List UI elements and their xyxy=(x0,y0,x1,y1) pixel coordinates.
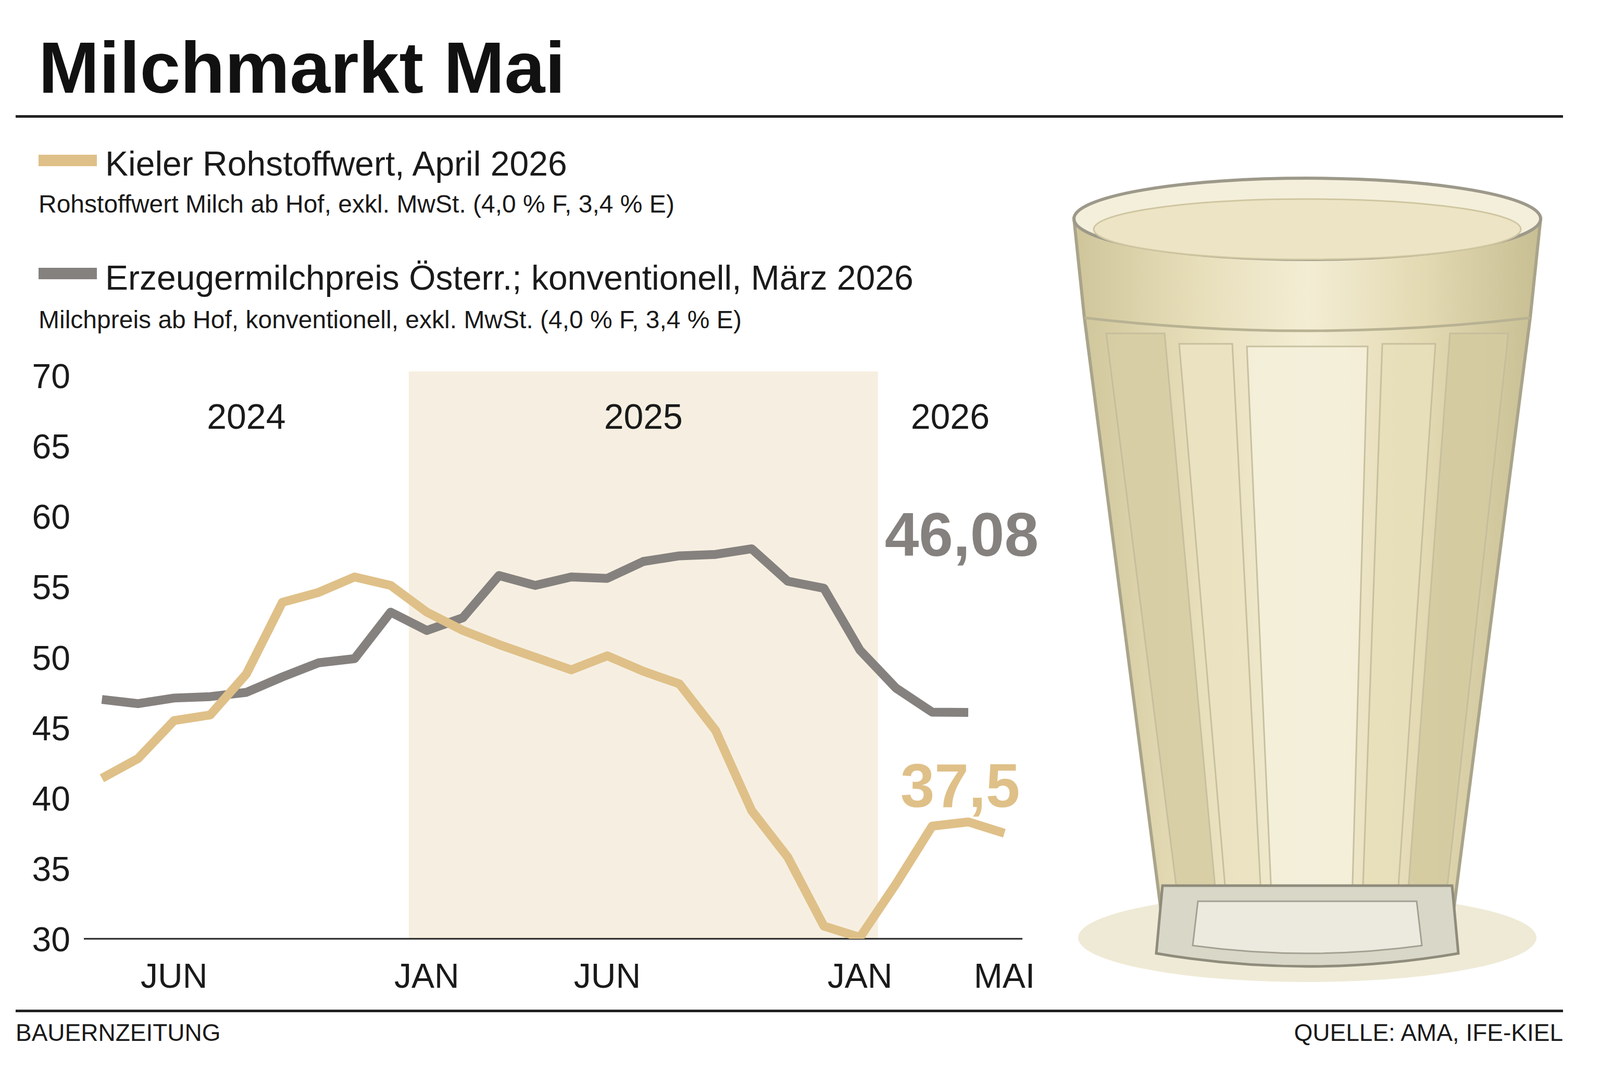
legend-label: Kieler Rohstoffwert, April 2026 xyxy=(105,144,568,183)
glass-shadow xyxy=(1078,893,1537,982)
glass-rim xyxy=(1073,178,1541,260)
x-tick-label: JAN xyxy=(394,956,460,995)
title: Milchmarkt Mai xyxy=(38,26,566,109)
publisher: BAUERNZEITUNG xyxy=(15,1018,221,1046)
year-band xyxy=(408,371,879,939)
data-label: 46,08 xyxy=(884,500,1039,569)
source: QUELLE: AMA, IFE-KIEL xyxy=(1294,1018,1564,1046)
x-tick-label: JUN xyxy=(140,956,208,995)
y-tick-label: 50 xyxy=(32,638,71,678)
year-label: 2025 xyxy=(604,396,683,436)
y-tick-label: 65 xyxy=(32,427,71,466)
y-tick-label: 70 xyxy=(32,356,71,396)
y-tick-label: 40 xyxy=(32,779,71,818)
lines xyxy=(102,548,1005,937)
legend-swatch xyxy=(38,267,97,280)
x-tick-label: JUN xyxy=(573,956,641,995)
chart: Milchmarkt Mai Kieler Rohstoffwert, April… xyxy=(0,0,1600,1081)
glass-band xyxy=(1084,317,1531,331)
y-tick-label: 55 xyxy=(32,567,71,607)
y-tick-label: 35 xyxy=(32,849,71,889)
glass-body xyxy=(1073,218,1541,922)
x-tick-label: MAI xyxy=(973,956,1035,995)
glass-facet xyxy=(1179,343,1262,902)
legend-swatch xyxy=(38,154,97,167)
glass-facet xyxy=(1407,333,1509,896)
y-tick-label: 60 xyxy=(32,497,71,536)
y-tick-label: 45 xyxy=(32,708,71,748)
x-axis-line xyxy=(83,938,1023,940)
milk-glass xyxy=(1073,178,1541,982)
legend-label: Erzeugermilchpreis Österr.; konventionel… xyxy=(105,258,914,297)
title-rule xyxy=(15,115,1564,118)
year-label: 2024 xyxy=(206,396,286,436)
glass-base-inner xyxy=(1192,901,1422,954)
data-label: 37,5 xyxy=(900,751,1021,820)
glass-base xyxy=(1156,885,1459,967)
footer-rule xyxy=(15,1009,1564,1012)
milk-surface xyxy=(1093,198,1521,260)
series-line xyxy=(102,576,1005,937)
year-label: 2026 xyxy=(910,396,990,436)
legend-description: Rohstoffwert Milch ab Hof, exkl. MwSt. (… xyxy=(38,190,675,218)
glass-facet xyxy=(1246,346,1368,903)
x-tick-label: JAN xyxy=(827,956,893,995)
y-tick-label: 30 xyxy=(32,919,71,959)
legend-description: Milchpreis ab Hof, konventionell, exkl. … xyxy=(38,305,742,334)
